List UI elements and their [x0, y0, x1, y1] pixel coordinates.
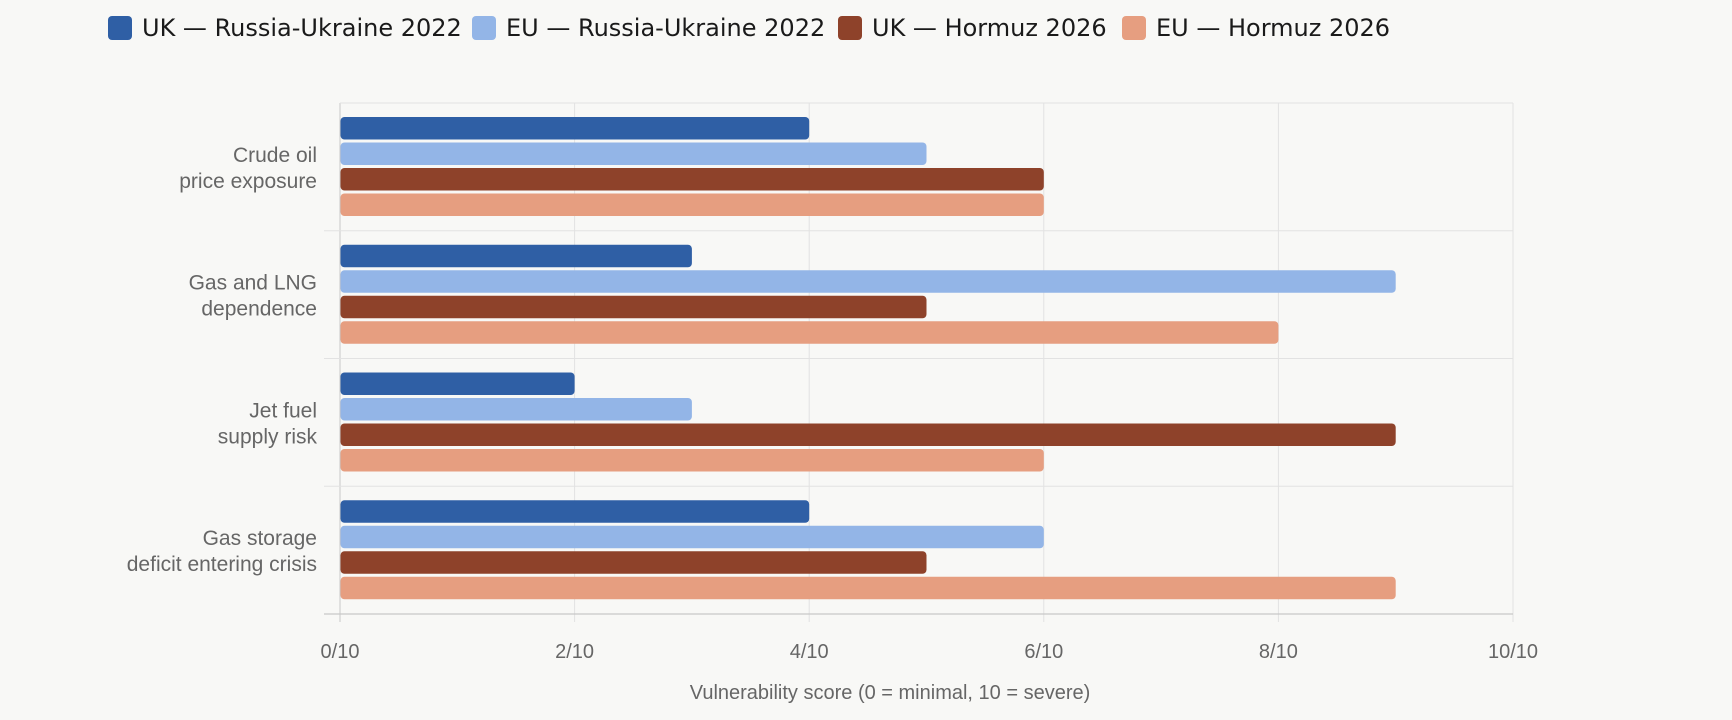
bar[interactable] [340, 244, 692, 268]
legend-label: EU — Hormuz 2026 [1156, 14, 1390, 42]
bar[interactable] [340, 372, 575, 396]
legend-swatch [838, 16, 862, 40]
bar[interactable] [340, 500, 810, 523]
legend-swatch [108, 16, 132, 40]
bar[interactable] [340, 551, 927, 574]
legend-item[interactable]: UK — Hormuz 2026 [838, 14, 1107, 42]
legend-label: UK — Hormuz 2026 [872, 14, 1107, 42]
x-axis-ticks: 0/10 2/10 4/10 6/10 8/10 10/10 [321, 641, 1539, 663]
legend: UK — Russia-Ukraine 2022 EU — Russia-Ukra… [108, 14, 1390, 42]
x-tick-label: 4/10 [790, 641, 829, 663]
category-label: Gas storage deficit entering crisis [127, 527, 317, 576]
bar[interactable] [340, 142, 927, 166]
x-axis-title: Vulnerability score (0 = minimal, 10 = s… [690, 682, 1091, 704]
bar[interactable] [340, 270, 1396, 293]
category-labels: Crude oil price exposure Gas and LNG depend… [127, 144, 318, 576]
legend-label: UK — Russia-Ukraine 2022 [142, 14, 462, 42]
legend-item[interactable]: EU — Hormuz 2026 [1122, 14, 1390, 42]
x-tick-label: 10/10 [1488, 641, 1538, 663]
bar[interactable] [340, 321, 1279, 344]
legend-item[interactable]: EU — Russia-Ukraine 2022 [472, 14, 825, 42]
x-tick-label: 2/10 [555, 641, 594, 663]
category-label: Crude oil price exposure [179, 144, 317, 193]
bar[interactable] [340, 168, 1044, 191]
bar[interactable] [340, 117, 810, 140]
x-tick-label: 0/10 [321, 641, 360, 663]
bar[interactable] [340, 423, 1396, 447]
legend-item[interactable]: UK — Russia-Ukraine 2022 [108, 14, 462, 42]
legend-swatch [1122, 16, 1146, 40]
bar[interactable] [340, 295, 927, 319]
bar[interactable] [340, 576, 1396, 600]
bar[interactable] [340, 193, 1044, 217]
legend-label: EU — Russia-Ukraine 2022 [506, 14, 825, 42]
category-label: Gas and LNG dependence [189, 272, 317, 321]
bar[interactable] [340, 449, 1044, 472]
legend-swatch [472, 16, 496, 40]
category-label: Jet fuel supply risk [218, 399, 318, 448]
x-tick-label: 8/10 [1259, 641, 1298, 663]
bars [340, 117, 1396, 600]
bar[interactable] [340, 525, 1044, 549]
bar[interactable] [340, 398, 692, 421]
x-tick-label: 6/10 [1024, 641, 1063, 663]
